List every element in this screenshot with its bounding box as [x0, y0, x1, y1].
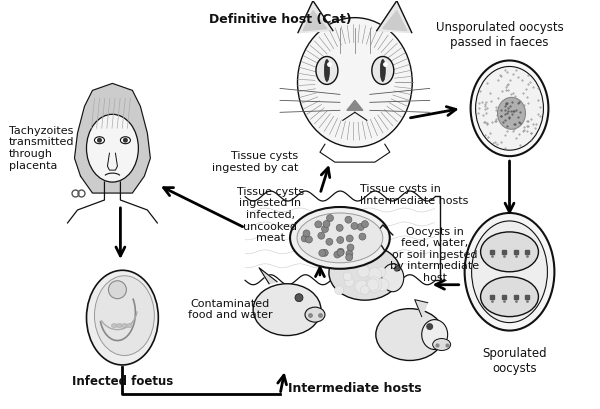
- Ellipse shape: [298, 18, 412, 147]
- Circle shape: [343, 272, 352, 281]
- Ellipse shape: [116, 324, 122, 328]
- Polygon shape: [298, 1, 333, 33]
- Circle shape: [376, 267, 386, 277]
- Ellipse shape: [497, 97, 526, 129]
- Circle shape: [346, 254, 353, 261]
- Circle shape: [305, 236, 313, 243]
- Ellipse shape: [86, 270, 158, 365]
- Circle shape: [359, 254, 372, 266]
- Circle shape: [365, 283, 374, 292]
- Ellipse shape: [329, 245, 401, 300]
- Circle shape: [319, 249, 326, 256]
- Ellipse shape: [433, 339, 451, 351]
- Ellipse shape: [121, 324, 127, 328]
- Text: Definitive host (Cat): Definitive host (Cat): [209, 13, 352, 26]
- Polygon shape: [259, 268, 277, 284]
- Circle shape: [426, 323, 433, 330]
- Text: Tissue cysts
ingested in
infected,
uncooked
meat: Tissue cysts ingested in infected, uncoo…: [236, 187, 304, 243]
- Ellipse shape: [470, 61, 548, 156]
- Ellipse shape: [481, 232, 538, 272]
- Ellipse shape: [372, 56, 394, 84]
- Ellipse shape: [476, 67, 544, 150]
- Text: Contaminated
food and water: Contaminated food and water: [188, 299, 272, 320]
- Circle shape: [337, 249, 344, 256]
- Ellipse shape: [86, 114, 139, 182]
- Circle shape: [358, 223, 364, 230]
- Circle shape: [367, 279, 379, 291]
- Ellipse shape: [297, 213, 383, 263]
- Circle shape: [358, 265, 370, 277]
- Text: Unsporulated oocysts
passed in faeces: Unsporulated oocysts passed in faeces: [436, 20, 563, 49]
- Circle shape: [322, 226, 328, 233]
- Ellipse shape: [290, 207, 390, 269]
- Circle shape: [337, 248, 344, 255]
- Circle shape: [346, 250, 353, 257]
- Circle shape: [351, 222, 358, 229]
- Ellipse shape: [316, 56, 338, 84]
- Ellipse shape: [253, 284, 321, 335]
- Circle shape: [301, 235, 308, 242]
- Ellipse shape: [464, 213, 554, 330]
- Circle shape: [376, 279, 389, 291]
- Circle shape: [335, 285, 344, 294]
- Circle shape: [334, 251, 341, 258]
- Text: Tachyzoites
transmitted
through
placenta: Tachyzoites transmitted through placenta: [8, 126, 74, 171]
- Polygon shape: [377, 1, 412, 33]
- Ellipse shape: [121, 137, 130, 144]
- Ellipse shape: [422, 319, 448, 350]
- Polygon shape: [303, 11, 327, 31]
- Polygon shape: [347, 100, 363, 110]
- Circle shape: [361, 220, 368, 227]
- Circle shape: [318, 232, 325, 239]
- Circle shape: [334, 250, 347, 263]
- Text: Intermediate hosts: Intermediate hosts: [288, 382, 422, 396]
- Circle shape: [368, 267, 382, 281]
- Ellipse shape: [481, 277, 538, 317]
- Ellipse shape: [109, 281, 127, 299]
- Text: Tissue cysts
ingested by cat: Tissue cysts ingested by cat: [212, 151, 298, 173]
- Polygon shape: [74, 83, 151, 193]
- Ellipse shape: [382, 264, 404, 292]
- Polygon shape: [383, 11, 407, 31]
- Circle shape: [359, 250, 373, 263]
- Ellipse shape: [94, 137, 104, 144]
- Circle shape: [359, 233, 366, 240]
- Circle shape: [361, 285, 369, 294]
- Text: Oocysts in
feed, water,
or soil ingested
by intermediate
host: Oocysts in feed, water, or soil ingested…: [390, 227, 479, 283]
- Circle shape: [346, 235, 353, 242]
- Circle shape: [97, 138, 102, 143]
- Text: Tissue cysts in
lintermediate hosts: Tissue cysts in lintermediate hosts: [360, 184, 468, 206]
- Circle shape: [321, 249, 328, 256]
- Circle shape: [355, 280, 368, 293]
- Ellipse shape: [325, 59, 329, 81]
- Circle shape: [315, 221, 322, 228]
- Circle shape: [337, 236, 344, 243]
- Circle shape: [347, 244, 354, 251]
- Circle shape: [345, 216, 352, 223]
- Circle shape: [336, 224, 343, 231]
- Ellipse shape: [127, 324, 133, 328]
- Circle shape: [394, 266, 400, 272]
- Circle shape: [326, 215, 334, 222]
- Circle shape: [366, 277, 382, 292]
- Ellipse shape: [472, 221, 547, 323]
- Ellipse shape: [94, 276, 154, 355]
- Ellipse shape: [112, 324, 118, 328]
- Circle shape: [344, 277, 354, 287]
- Text: Infected foetus: Infected foetus: [72, 375, 173, 389]
- Ellipse shape: [376, 309, 443, 360]
- Polygon shape: [415, 300, 428, 317]
- Ellipse shape: [380, 59, 385, 81]
- Circle shape: [295, 294, 303, 302]
- Text: Sporulated
oocysts: Sporulated oocysts: [482, 346, 547, 375]
- Ellipse shape: [305, 307, 325, 322]
- Circle shape: [323, 220, 330, 227]
- Circle shape: [326, 238, 333, 245]
- Circle shape: [123, 138, 128, 143]
- Circle shape: [303, 230, 310, 237]
